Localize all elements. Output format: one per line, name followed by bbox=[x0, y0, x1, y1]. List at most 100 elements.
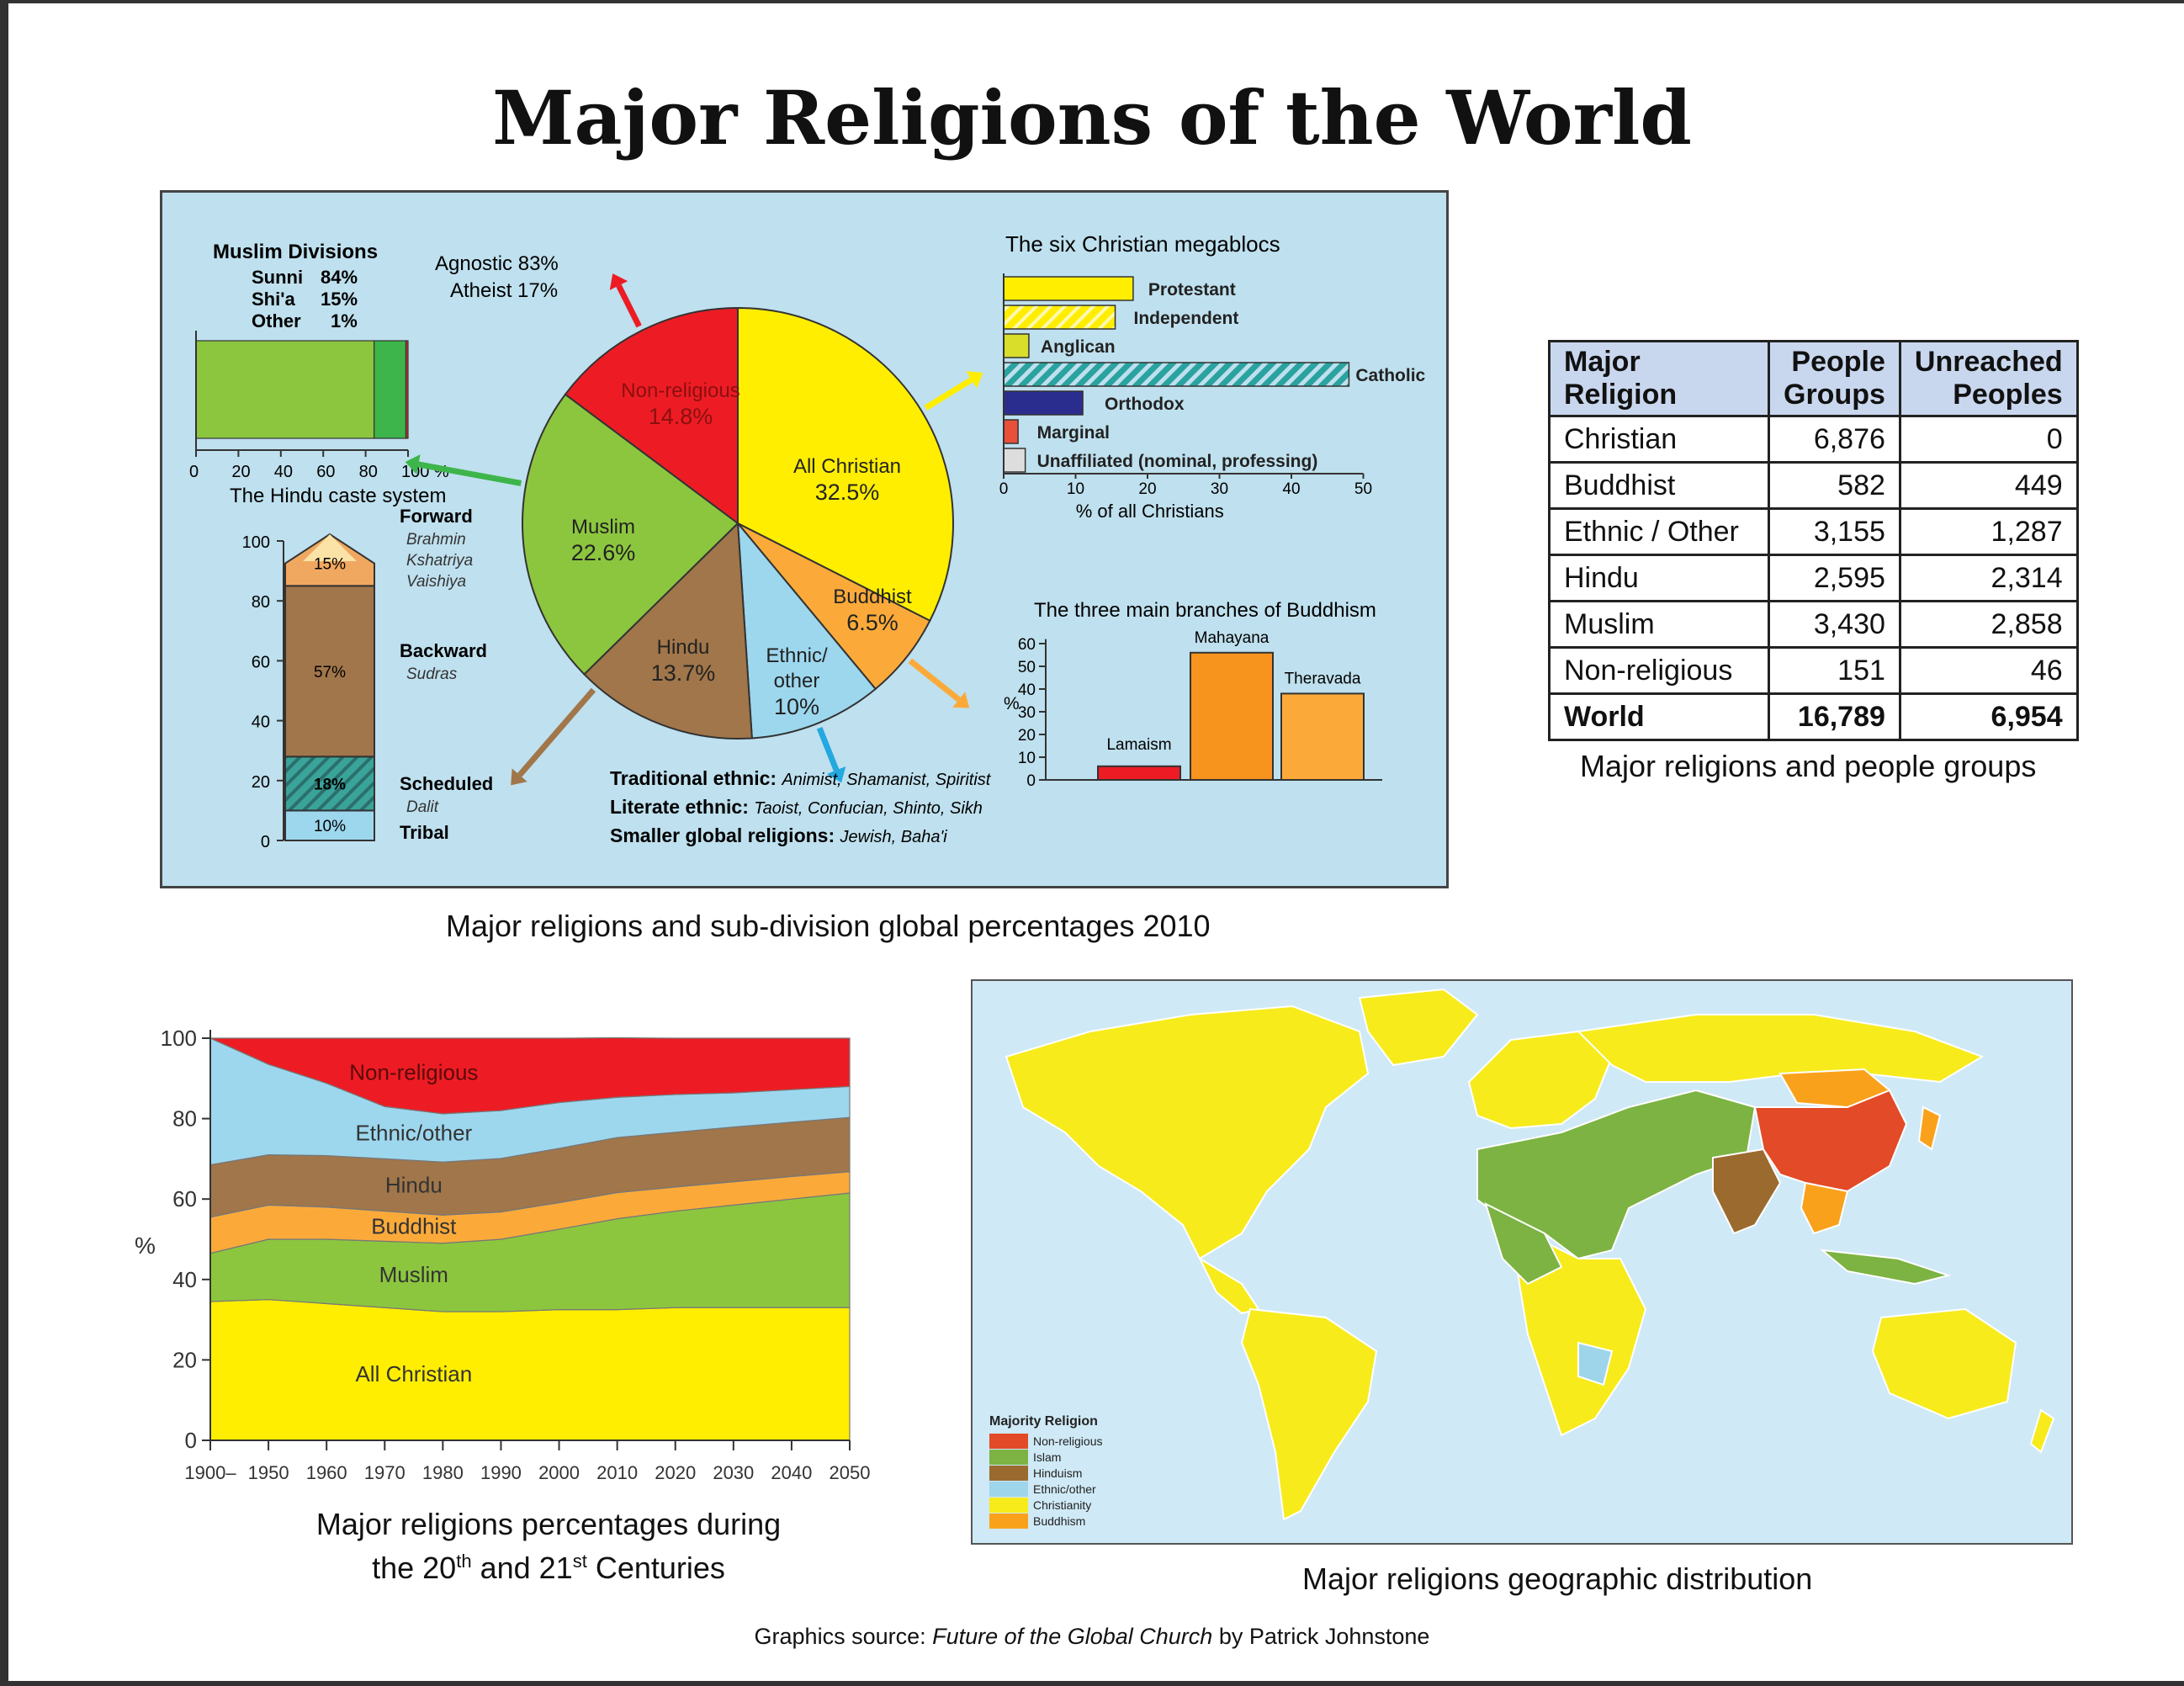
header-unreached-peoples: Unreached Peoples bbox=[1898, 340, 2079, 417]
muslim-legend-other-value: 1% bbox=[331, 310, 358, 331]
table-cell: Christian bbox=[1548, 415, 1770, 464]
table-cell: Hindu bbox=[1548, 554, 1770, 602]
area-series-label-1: Muslim bbox=[379, 1262, 448, 1287]
header-major-religion: Major Religion bbox=[1548, 340, 1770, 417]
world-map: Majority Religion Non-religious Islam Hind… bbox=[971, 979, 2073, 1545]
muslim-bar-0 bbox=[195, 340, 375, 439]
map-legend-title: Majority Religion bbox=[989, 1414, 1098, 1429]
area-x-tick-label: 1980 bbox=[422, 1462, 464, 1483]
ethnic-note-1: Traditional ethnic: Animist, Shamanist, … bbox=[610, 767, 992, 789]
area-layer-5 bbox=[209, 1037, 851, 1115]
caste-name-1: Scheduled bbox=[400, 773, 493, 794]
table-caption: Major religions and people groups bbox=[1580, 749, 2037, 783]
pie-arrow-shaft bbox=[924, 377, 973, 411]
pie-label-value: 32.5% bbox=[815, 480, 880, 505]
africa-ethnic bbox=[1577, 1341, 1614, 1386]
caste-example: Brahmin bbox=[406, 531, 466, 549]
area-layers bbox=[209, 1037, 851, 1441]
pie-slice-0 bbox=[737, 306, 954, 623]
pie-arrow-head bbox=[826, 766, 846, 783]
pie-arrow-shaft bbox=[417, 461, 522, 486]
agnostic-label: Agnostic 83% bbox=[435, 252, 559, 275]
megabloc-tick-label: 30 bbox=[1211, 480, 1228, 498]
pie-arrow-shaft bbox=[616, 284, 642, 328]
caste-tick-label: 80 bbox=[252, 593, 270, 612]
religions-infographic-panel: Muslim Divisions Sunni 84% Shi'a 15% Oth… bbox=[160, 190, 1449, 888]
table-cell: 6,876 bbox=[1768, 415, 1901, 464]
map-caption: Major religions geographic distribution bbox=[1302, 1561, 1813, 1596]
pie-arrows bbox=[405, 273, 983, 786]
ethnic-note-3: Smaller global religions: Jewish, Baha'i bbox=[610, 824, 947, 846]
pie-label-value: 13.7% bbox=[651, 660, 716, 686]
muslim-bar-group bbox=[195, 340, 409, 439]
table-row: Muslim 3,430 2,858 bbox=[1548, 600, 2079, 649]
muslim-legend-sunni-name: Sunni bbox=[252, 267, 303, 288]
table-header-row: Major Religion People Groups Unreached Peo… bbox=[1548, 340, 2079, 417]
area-y-tick-label: 60 bbox=[172, 1186, 197, 1211]
megabloc-label-1: Independent bbox=[1134, 309, 1239, 328]
area-y-tick-label: 100 bbox=[161, 1026, 197, 1051]
budd-bar-label-0: Lamaism bbox=[1106, 736, 1171, 754]
caste-tick-label: 40 bbox=[252, 713, 270, 732]
pie-arrow-shaft bbox=[908, 658, 961, 702]
caste-segment-label: 57% bbox=[314, 664, 346, 681]
muslim-tick-label: 0 bbox=[189, 463, 199, 481]
caste-name-0: Tribal bbox=[400, 822, 449, 843]
pie-slice-4 bbox=[522, 393, 739, 676]
pie-slice-3 bbox=[583, 521, 753, 740]
muslim-legend-shia-value: 15% bbox=[321, 289, 358, 310]
area-x-tick-label: 1970 bbox=[364, 1462, 406, 1483]
buddhism-bars: 0 10 20 30 40 50 60% Lamaism Mahayana Theravada bbox=[1004, 629, 1382, 790]
table-cell: 151 bbox=[1768, 646, 1901, 695]
caste-segment-0 bbox=[284, 809, 375, 842]
area-y-tick-label: 40 bbox=[172, 1267, 197, 1292]
ethnic-note-2: Literate ethnic: Taoist, Confucian, Shin… bbox=[610, 796, 983, 818]
pie-arrow-shaft bbox=[517, 687, 596, 777]
table-cell: Non-religious bbox=[1548, 646, 1770, 695]
area-x-tick-label: 1900– bbox=[184, 1462, 236, 1483]
caste-example: Vaishiya bbox=[406, 573, 466, 591]
table-cell: World bbox=[1548, 692, 1770, 741]
pie-label-name: Muslim bbox=[571, 516, 635, 538]
caste-tick-label: 20 bbox=[252, 773, 270, 792]
pie-arrow-shaft bbox=[816, 727, 840, 771]
table-cell: Ethnic / Other bbox=[1548, 507, 1770, 556]
megabloc-bar-4 bbox=[1003, 390, 1084, 416]
area-y-tick-label: 20 bbox=[172, 1347, 197, 1372]
megabloc-label-4: Orthodox bbox=[1105, 395, 1185, 414]
map-legend-swatch bbox=[989, 1434, 1028, 1449]
area-series-label-0: All Christian bbox=[355, 1361, 472, 1386]
map-legend-label: Ethnic/other bbox=[1033, 1482, 1096, 1496]
table-cell: 3,155 bbox=[1768, 507, 1901, 556]
muslim-divisions-title: Muslim Divisions bbox=[213, 241, 378, 263]
header-people-groups: People Groups bbox=[1768, 340, 1901, 417]
pie-arrow-head bbox=[966, 371, 983, 389]
caste-segment-label: 10% bbox=[314, 818, 346, 835]
pie-label-name: Hindu bbox=[657, 636, 710, 659]
new-zealand bbox=[2029, 1408, 2055, 1454]
pie-label-value: 14.8% bbox=[649, 404, 713, 429]
map-legend-label: Hinduism bbox=[1033, 1466, 1082, 1480]
table-cell: 582 bbox=[1768, 461, 1901, 510]
caste-example: Sudras bbox=[406, 665, 458, 683]
caste-tick-label: 100 bbox=[242, 533, 270, 552]
panel-caption: Major religions and sub-division global … bbox=[446, 909, 1211, 943]
budd-bar-0 bbox=[1097, 765, 1181, 781]
indonesia bbox=[1819, 1249, 1952, 1286]
muslim-tick-label: 40 bbox=[274, 463, 293, 481]
caste-segment-label: 18% bbox=[314, 776, 346, 793]
map-legend-label: Buddhism bbox=[1033, 1514, 1085, 1528]
muslim-legend-sunni-value: 84% bbox=[321, 267, 358, 288]
area-x-tick-label: 1990 bbox=[480, 1462, 522, 1483]
infographic-svg: Muslim Divisions Sunni 84% Shi'a 15% Oth… bbox=[189, 231, 1426, 851]
megabloc-bar-1 bbox=[1003, 305, 1116, 330]
caste-segment-2 bbox=[284, 585, 375, 758]
table-row: Buddhist 582 449 bbox=[1548, 461, 2079, 510]
table-cell: 2,595 bbox=[1768, 554, 1901, 602]
pie-arrow-head bbox=[609, 273, 628, 290]
megabloc-label-2: Anglican bbox=[1041, 337, 1116, 357]
megabloc-bar-0 bbox=[1003, 276, 1134, 301]
people-groups-table: Major Religion People Groups Unreached Peo… bbox=[1548, 340, 2079, 741]
area-x-tick-label: 2010 bbox=[596, 1462, 638, 1483]
